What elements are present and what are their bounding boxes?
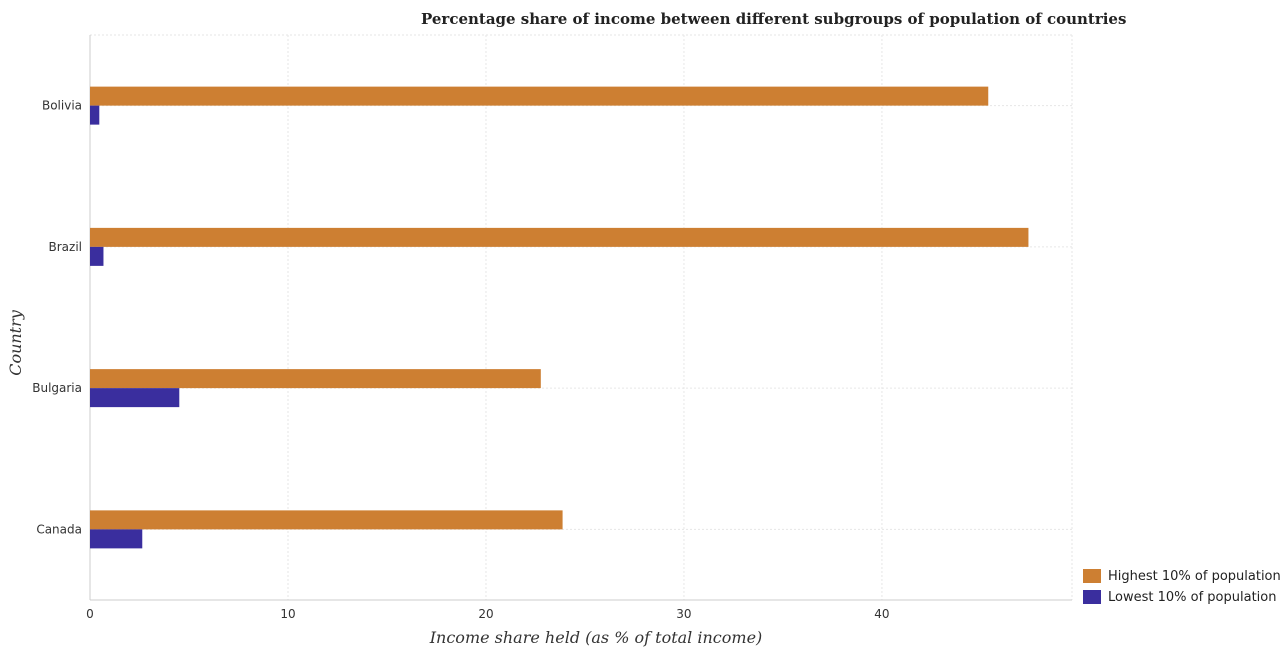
bar-lowest-bulgaria [90,388,180,408]
bar-highest-brazil [90,227,1029,247]
legend-swatch [1083,569,1101,583]
bar-highest-bolivia [90,86,989,106]
y-tick-label: Brazil [49,240,83,254]
x-tick-label: 0 [86,607,94,621]
y-tick-label: Canada [36,522,82,536]
x-tick-label: 20 [478,607,493,621]
legend-swatch [1083,590,1101,604]
y-axis-label: Country [6,309,25,376]
bar-highest-bulgaria [90,369,541,389]
x-tick-label: 40 [874,607,889,621]
bar-lowest-bolivia [90,105,100,125]
y-tick-label: Bolivia [42,99,82,113]
chart-title: Percentage share of income between diffe… [421,10,1126,28]
legend-label: Highest 10% of population [1108,569,1280,584]
y-tick-label: Bulgaria [32,381,82,395]
legend: Highest 10% of population Lowest 10% of p… [1083,569,1280,605]
x-tick-label: 10 [280,607,295,621]
legend-label: Lowest 10% of population [1108,590,1276,605]
bar-lowest-brazil [90,246,104,266]
x-tick-label: 30 [676,607,691,621]
plot-area: 0 10 20 30 40 Bolivia Brazil Bulgaria Canada [32,34,1073,621]
bar-highest-canada [90,510,563,530]
x-axis-label: Income share held (as % of total income) [429,628,763,647]
bar-lowest-canada [90,529,143,549]
